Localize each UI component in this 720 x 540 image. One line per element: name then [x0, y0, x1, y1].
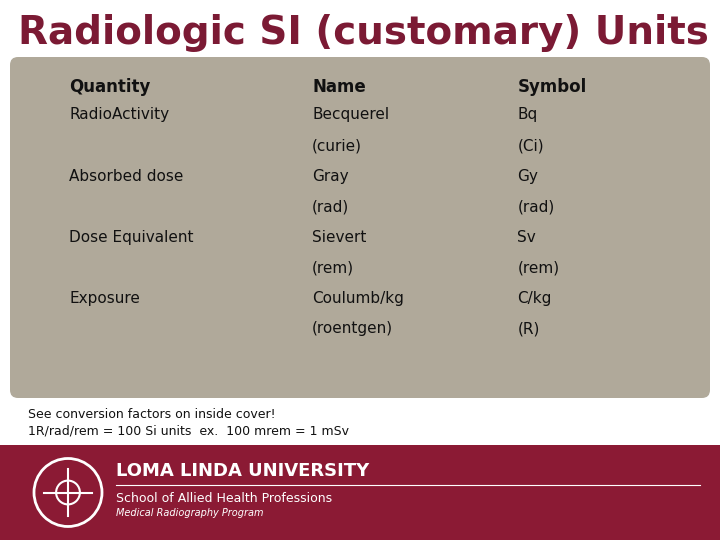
Text: Becquerel: Becquerel: [312, 107, 390, 123]
Text: C/kg: C/kg: [517, 291, 552, 306]
Text: School of Allied Health Professions: School of Allied Health Professions: [116, 492, 332, 505]
Text: Quantity: Quantity: [69, 78, 150, 96]
Text: Exposure: Exposure: [69, 291, 140, 306]
Text: Gy: Gy: [517, 168, 538, 184]
Text: (rad): (rad): [517, 199, 554, 214]
Text: (rem): (rem): [517, 260, 559, 275]
Text: (curie): (curie): [312, 138, 362, 153]
Text: Radiologic SI (customary) Units: Radiologic SI (customary) Units: [18, 14, 709, 52]
Text: (R): (R): [517, 321, 540, 336]
Text: Dose Equivalent: Dose Equivalent: [69, 230, 194, 245]
Text: Gray: Gray: [312, 168, 348, 184]
Text: Medical Radiography Program: Medical Radiography Program: [116, 508, 264, 517]
Bar: [0, 445, 720, 540]
Text: (roentgen): (roentgen): [312, 321, 393, 336]
Text: Symbol: Symbol: [517, 78, 587, 96]
Text: See conversion factors on inside cover!: See conversion factors on inside cover!: [28, 408, 276, 422]
Text: RadioActivity: RadioActivity: [69, 107, 169, 123]
Text: LOMA LINDA UNIVERSITY: LOMA LINDA UNIVERSITY: [116, 462, 369, 480]
Text: Bq: Bq: [517, 107, 538, 123]
Text: Name: Name: [312, 78, 366, 96]
Text: Absorbed dose: Absorbed dose: [69, 168, 184, 184]
Text: Sievert: Sievert: [312, 230, 366, 245]
Text: (rem): (rem): [312, 260, 354, 275]
Text: Sv: Sv: [517, 230, 536, 245]
FancyBboxPatch shape: [10, 57, 710, 398]
Text: (rad): (rad): [312, 199, 349, 214]
Text: Coulumb/kg: Coulumb/kg: [312, 291, 404, 306]
Text: 1R/rad/rem = 100 Si units  ex.  100 mrem = 1 mSv: 1R/rad/rem = 100 Si units ex. 100 mrem =…: [28, 424, 349, 437]
Text: (Ci): (Ci): [517, 138, 544, 153]
